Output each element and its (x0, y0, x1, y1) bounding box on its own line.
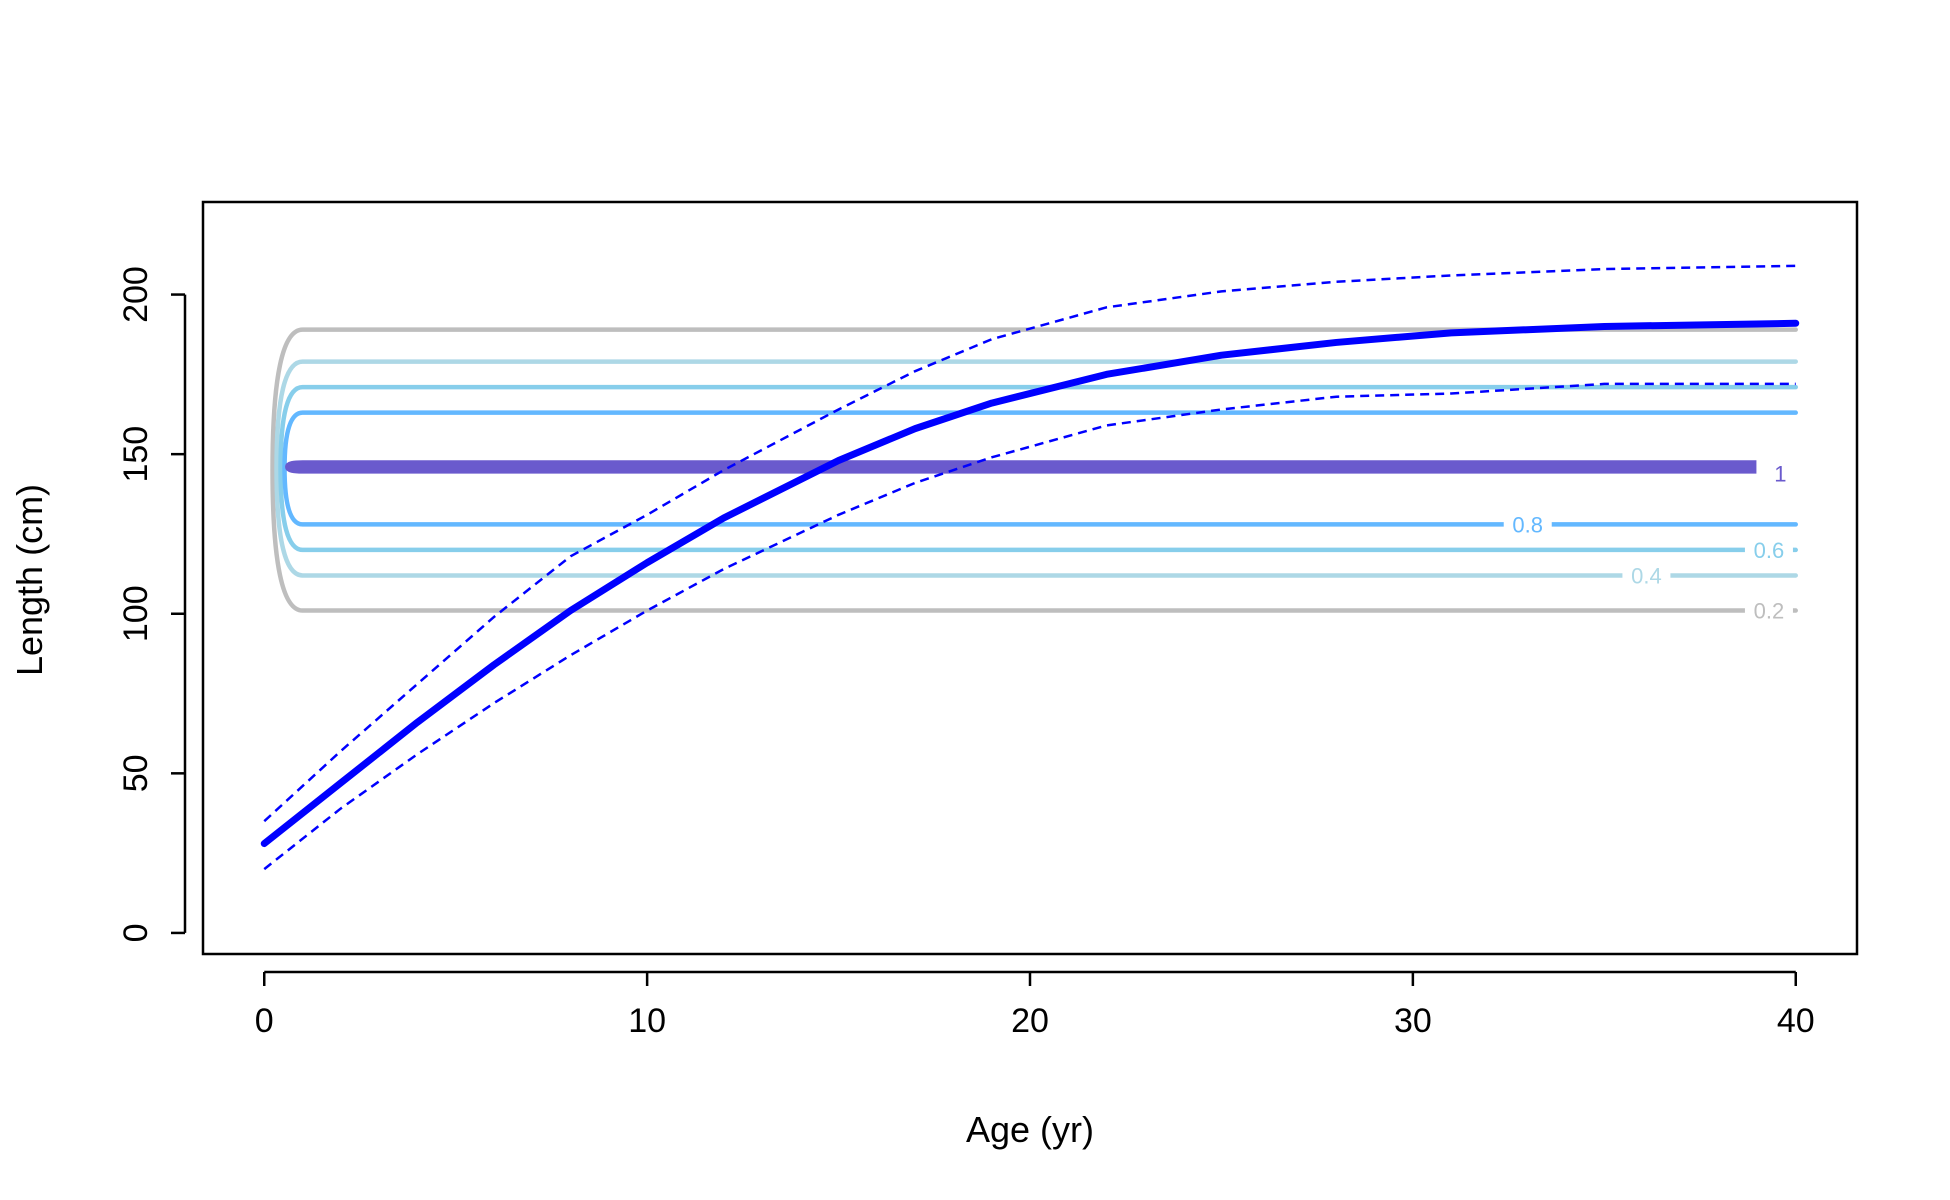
y-axis-title: Length (cm) (9, 484, 50, 676)
y-tick-label: 150 (117, 426, 155, 483)
y-tick-label: 50 (117, 754, 155, 792)
upper-bound-line (263, 264, 1796, 823)
x-tick-label: 30 (1394, 1002, 1432, 1040)
x-tick-label: 40 (1777, 1002, 1815, 1040)
x-axis-title: Age (yr) (966, 1109, 1094, 1150)
contour-label-0-8: 0.8 (1512, 512, 1543, 537)
contour-line-1 (285, 460, 1800, 474)
axis-layer: 0 10 20 30 40 0 50 100 150 200 (117, 200, 1859, 1040)
contour-label-1: 1 (1774, 461, 1786, 486)
contour-label-gap (1744, 535, 1793, 564)
contour-label-gap (1744, 596, 1793, 625)
lower-bound-line (263, 382, 1796, 871)
contour-line-0-6 (278, 384, 1798, 553)
mean-growth-line (260, 319, 1800, 848)
contour-label-gap (1756, 459, 1805, 488)
contour-line-0-8 (282, 410, 1798, 527)
contour-line-0-2 (270, 327, 1798, 613)
growth-curve-layer (260, 264, 1800, 871)
x-tick-label: 0 (255, 1002, 274, 1040)
contour-label-0-2: 0.2 (1754, 599, 1785, 624)
y-tick-label: 100 (117, 585, 155, 642)
contour-label-0-6: 0.6 (1754, 538, 1785, 563)
y-tick-label: 0 (117, 923, 155, 942)
plot-frame (201, 200, 1859, 956)
x-tick-label: 10 (628, 1002, 666, 1040)
y-tick-label: 200 (117, 266, 155, 323)
contour-label-gap (1503, 510, 1552, 539)
contour-label-0-4: 0.4 (1631, 563, 1662, 588)
contour-line-0-4 (274, 359, 1798, 578)
contour-layer: 0.2 0.4 0.6 0.8 1 (270, 327, 1805, 625)
x-tick-label: 20 (1011, 1002, 1049, 1040)
contour-label-gap (1622, 561, 1671, 590)
